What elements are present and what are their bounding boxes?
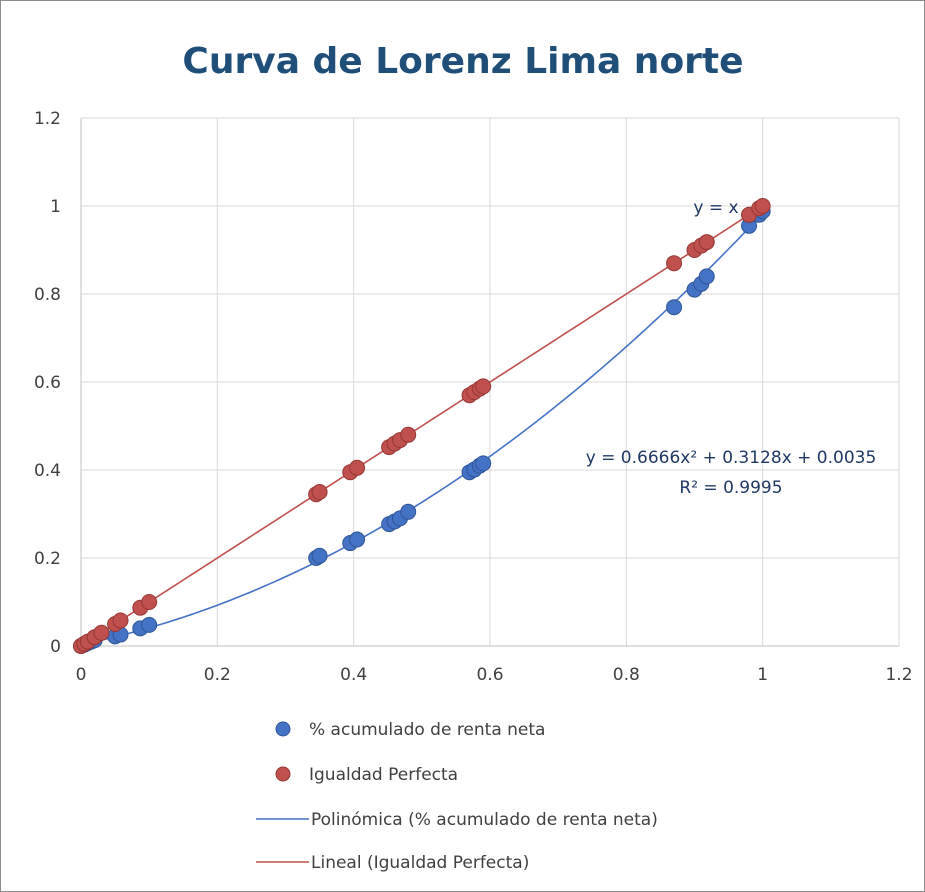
point-igualdad — [141, 594, 158, 610]
legend-marker-igualdad — [275, 766, 291, 782]
point-igualdad — [666, 255, 683, 272]
y-tick-label: 0.6 — [34, 373, 61, 393]
legend-label-polinomica: Polinómica (% acumulado de renta neta) — [311, 810, 658, 830]
point-igualdad — [93, 624, 110, 641]
point-igualdad — [311, 484, 328, 500]
point-renta-neta — [311, 547, 328, 564]
y-tick-label: 0 — [50, 637, 61, 657]
x-tick-label: 0.8 — [613, 665, 640, 685]
linear-equation-label: y = x — [693, 198, 738, 218]
legend-marker-renta-neta — [275, 721, 291, 737]
point-renta-neta — [141, 616, 158, 633]
trendline-annotations: y = x y = 0.6666x² + 0.3128x + 0.0035 R²… — [586, 198, 877, 498]
tick-labels: 0 0.2 0.4 0.6 0.8 1 1.2 0 0.2 0.4 0.6 0.8 1 1.2 — [34, 109, 913, 685]
point-igualdad — [754, 198, 771, 214]
r-squared-label: R² = 0.9995 — [679, 478, 782, 498]
legend-label-renta-neta: % acumulado de renta neta — [309, 720, 545, 740]
chart-title: Curva de Lorenz Lima norte — [182, 41, 743, 82]
y-tick-label: 1 — [50, 197, 61, 217]
linear-trendline — [80, 205, 764, 647]
point-igualdad — [698, 234, 715, 251]
point-renta-neta — [475, 455, 492, 472]
point-renta-neta — [698, 268, 715, 285]
y-tick-label: 0.8 — [34, 285, 61, 305]
x-tick-label: 1 — [757, 665, 768, 685]
x-tick-label: 0.6 — [476, 665, 503, 685]
polynomial-equation-label: y = 0.6666x² + 0.3128x + 0.0035 — [586, 448, 877, 468]
legend: % acumulado de renta neta Igualdad Perfe… — [256, 720, 658, 873]
point-renta-neta — [400, 503, 417, 520]
legend-label-lineal: Lineal (Igualdad Perfecta) — [311, 853, 529, 873]
y-tick-label: 1.2 — [34, 109, 61, 129]
x-tick-label: 0 — [76, 665, 87, 685]
y-tick-label: 0.2 — [34, 549, 61, 569]
point-renta-neta — [666, 299, 683, 316]
y-tick-label: 0.4 — [34, 461, 61, 481]
data-points — [73, 198, 771, 654]
point-igualdad — [349, 459, 366, 476]
point-renta-neta — [349, 531, 366, 548]
point-igualdad — [400, 426, 417, 443]
trendlines — [80, 205, 764, 647]
polynomial-trendline — [80, 212, 764, 646]
point-igualdad — [475, 378, 492, 395]
x-tick-label: 0.2 — [204, 665, 231, 685]
x-tick-label: 1.2 — [885, 665, 912, 685]
x-tick-label: 0.4 — [340, 665, 367, 685]
legend-label-igualdad: Igualdad Perfecta — [309, 765, 458, 785]
point-igualdad — [112, 612, 129, 629]
